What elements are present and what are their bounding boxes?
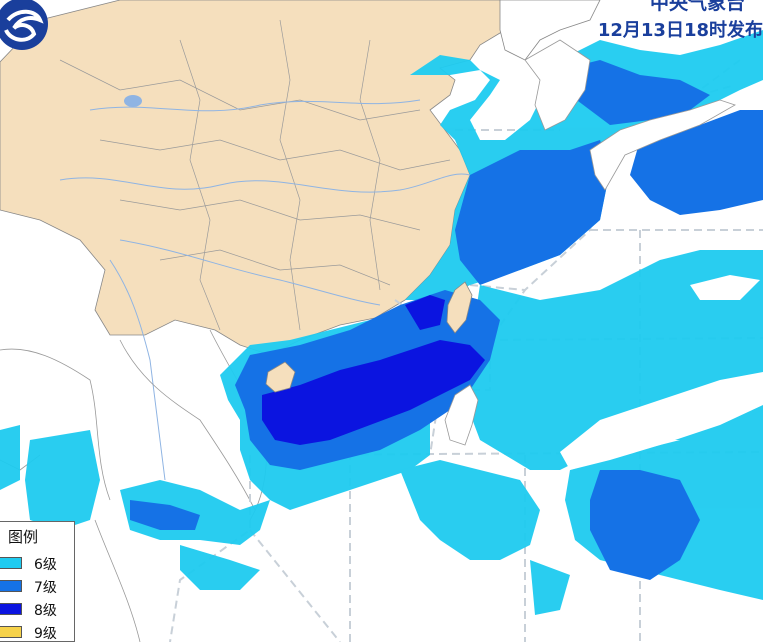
wind-level-8-areas	[262, 295, 485, 445]
legend-item: 8级	[0, 599, 75, 619]
legend-swatch	[0, 557, 22, 569]
issuing-agency: 中央气象台	[649, 0, 745, 14]
sea-white-area	[560, 372, 763, 470]
legend-swatch	[0, 580, 22, 592]
legend-label: 7级	[34, 580, 57, 596]
korea-land	[524, 39, 591, 131]
rivers	[59, 99, 471, 481]
map-legend: 图例 6级 7级 8级 9级	[0, 521, 75, 642]
sea-white-area-2	[690, 275, 760, 300]
taiwan-land	[446, 281, 473, 334]
legend-title: 图例	[8, 528, 39, 546]
province-boundaries	[59, 19, 451, 331]
hainan-land	[265, 361, 296, 393]
luzon-land	[444, 384, 479, 446]
legend-label: 8级	[34, 603, 57, 619]
meteorological-logo	[0, 0, 48, 50]
japan-land	[589, 99, 736, 191]
legend-swatch	[0, 626, 22, 638]
legend-label: 6级	[34, 557, 57, 573]
legend-label: 9级	[34, 626, 57, 642]
issue-time: 12月13日18时发布	[597, 20, 763, 41]
legend-item: 9级	[0, 622, 75, 642]
legend-item: 7级	[0, 576, 75, 596]
legend-item: 6级	[0, 553, 75, 573]
legend-swatch	[0, 603, 22, 615]
qinghai-lake	[124, 95, 142, 107]
north-land	[499, 0, 601, 61]
